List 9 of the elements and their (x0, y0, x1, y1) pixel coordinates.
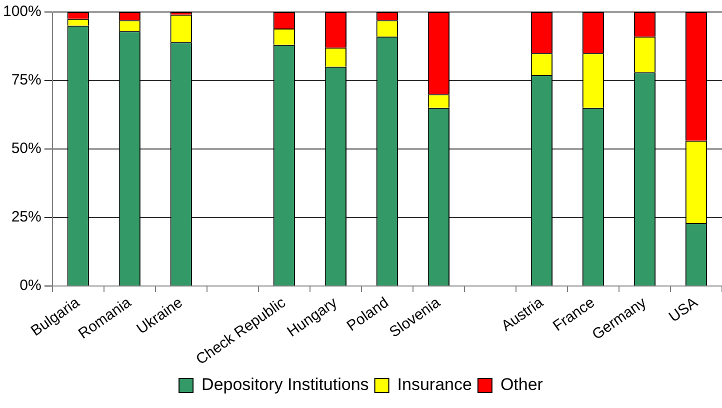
legend-label: Insurance (397, 375, 472, 394)
y-tick-label: 75% (11, 72, 42, 89)
x-tick-label: USA (666, 294, 701, 326)
y-tick-label: 0% (20, 277, 42, 294)
legend-label: Depository Institutions (202, 375, 369, 394)
legend-label: Other (500, 375, 544, 394)
y-tick-label: 100% (2, 3, 42, 20)
y-tick-label: 25% (11, 208, 42, 226)
y-tick-label: 50% (11, 140, 42, 158)
